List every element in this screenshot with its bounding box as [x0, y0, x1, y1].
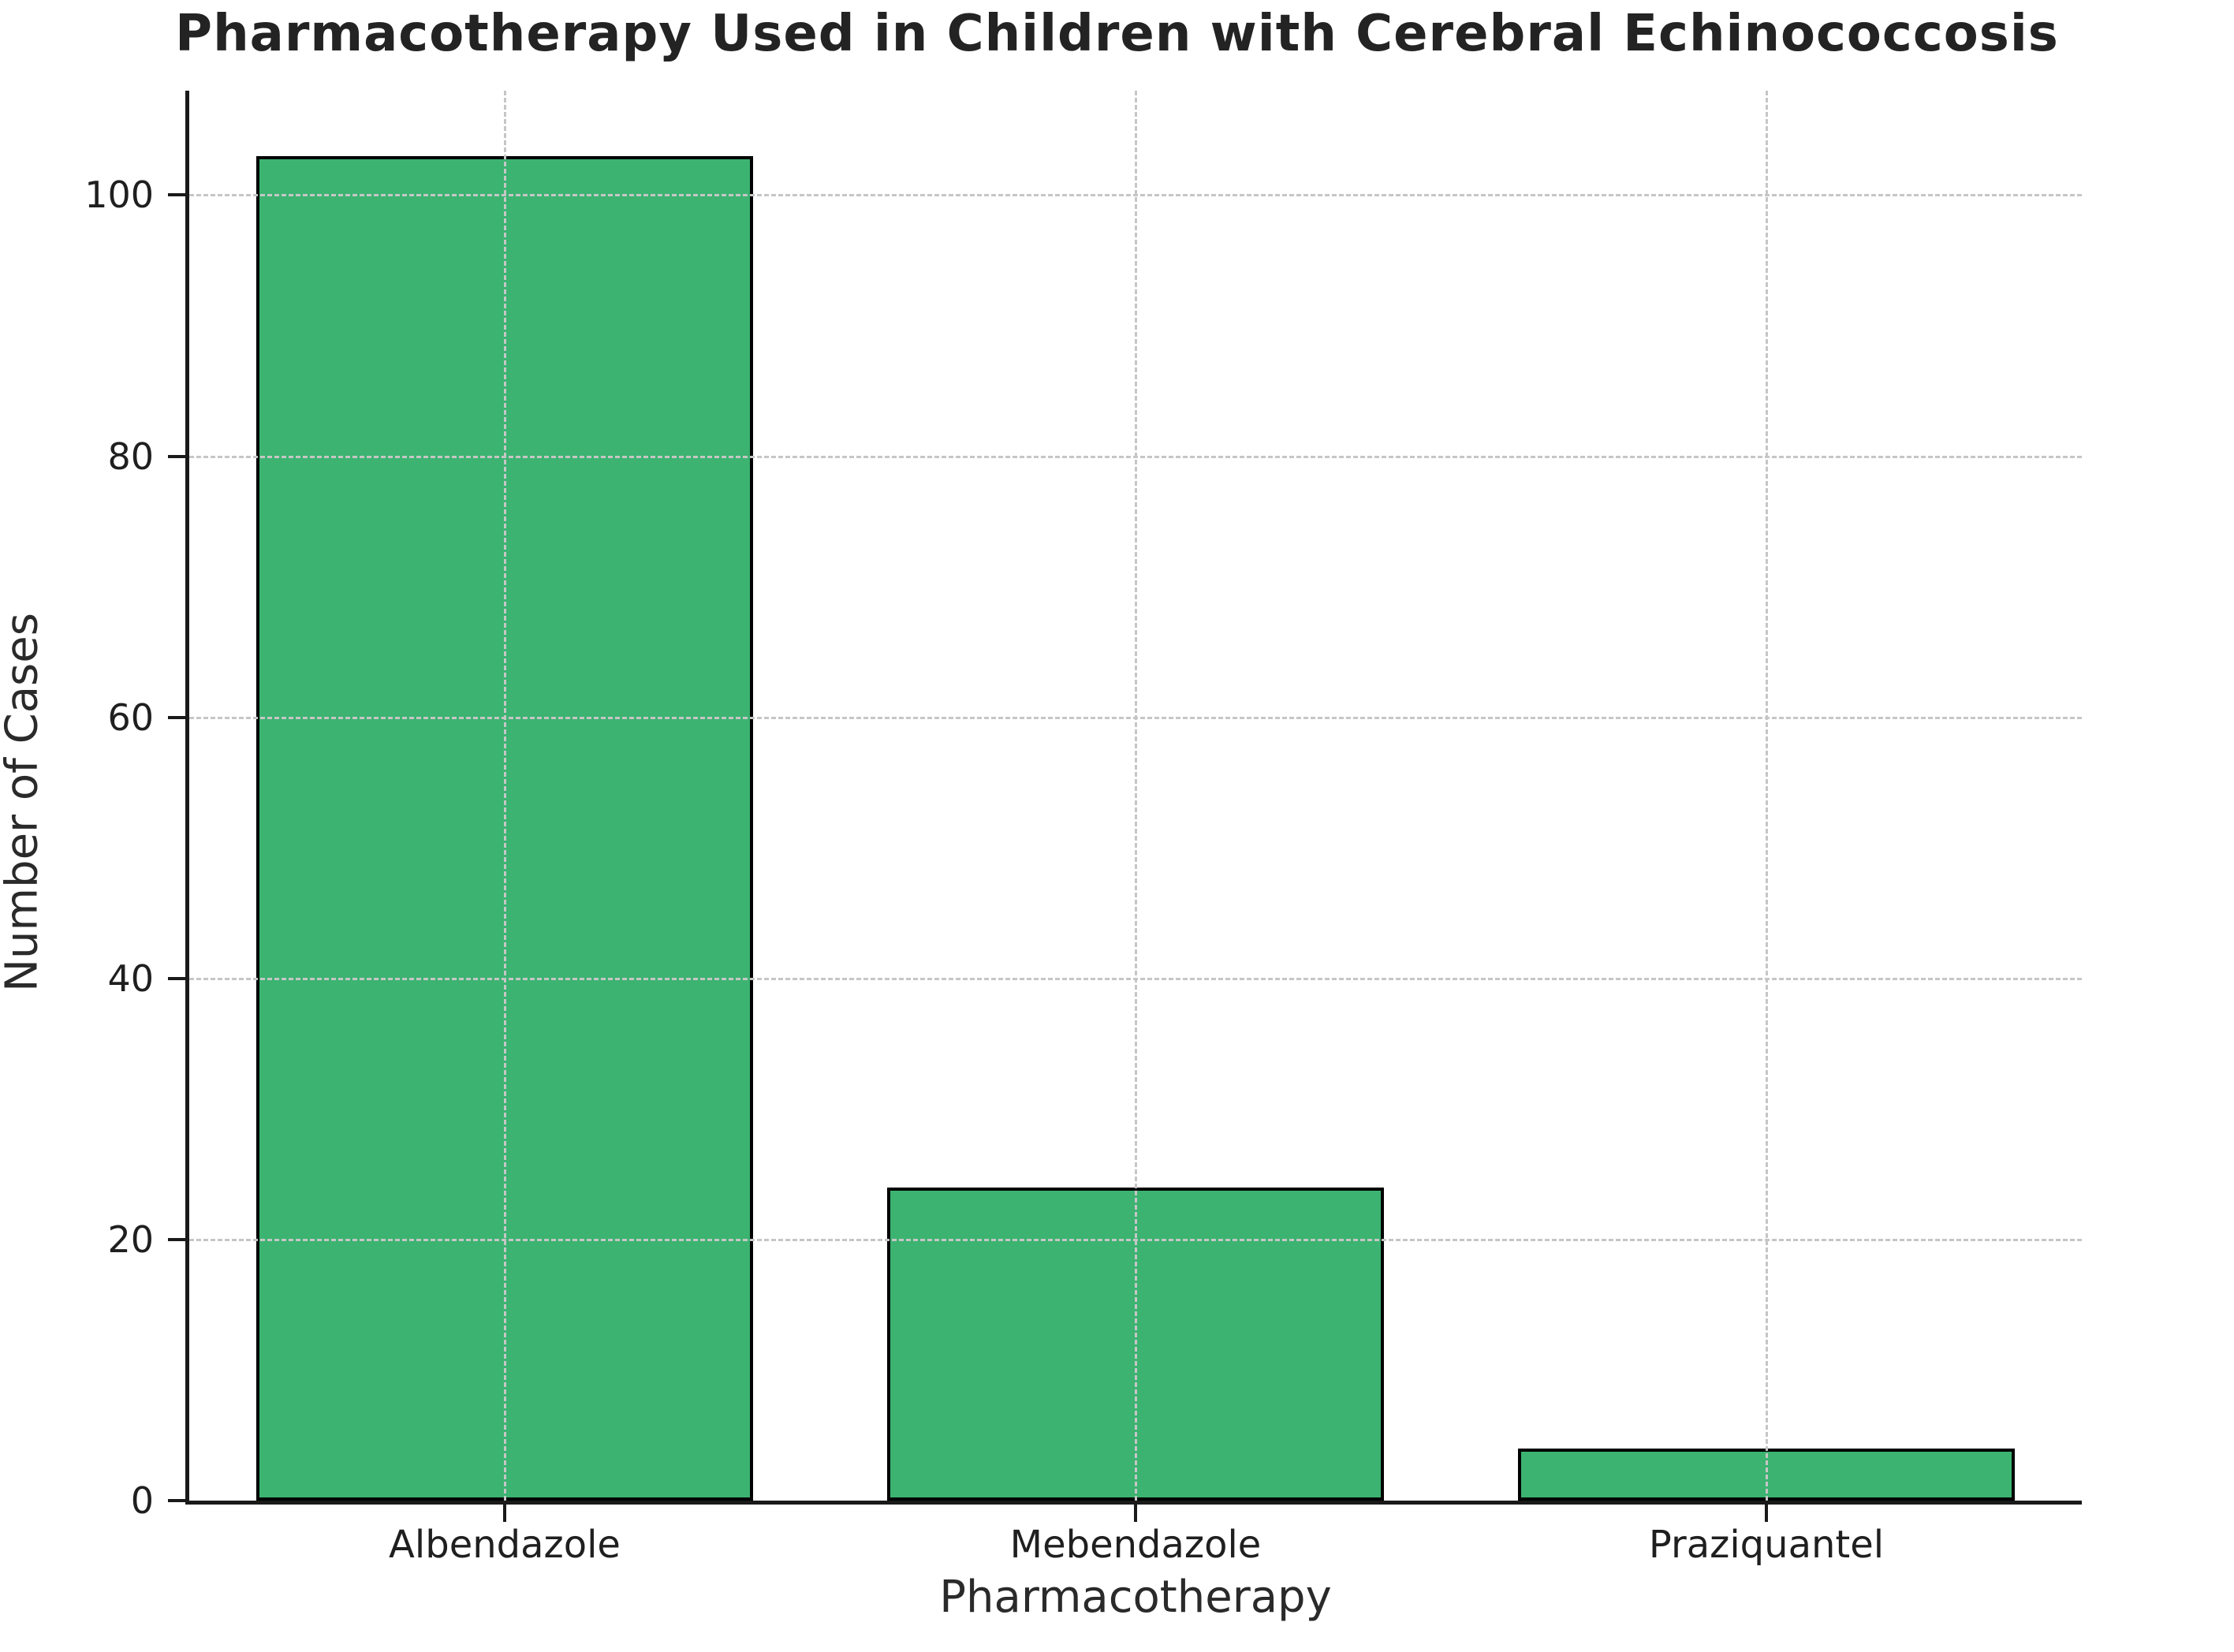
y-tick-label-40: 40 [107, 957, 154, 1000]
y-tick-label-0: 0 [130, 1479, 154, 1522]
y-tick-label-80: 80 [107, 434, 154, 478]
v-gridline-albendazole [504, 91, 506, 1501]
x-tick-label-mebendazole: Mebendazole [1009, 1523, 1262, 1567]
x-axis-spine [185, 1501, 2082, 1505]
y-axis-spine [185, 91, 189, 1505]
y-tick-label-60: 60 [107, 695, 154, 739]
chart-title: Pharmacotherapy Used in Children with Ce… [175, 5, 2059, 63]
x-axis-label: Pharmacotherapy [939, 1572, 1332, 1623]
x-tick-albendazole [503, 1505, 506, 1522]
x-tick-praziquantel [1765, 1505, 1768, 1522]
y-tick-40 [168, 976, 185, 980]
x-tick-label-albendazole: Albendazole [389, 1523, 621, 1567]
y-tick-100 [168, 193, 185, 197]
x-tick-label-praziquantel: Praziquantel [1648, 1523, 1885, 1567]
v-gridline-praziquantel [1766, 91, 1768, 1501]
y-tick-80 [168, 454, 185, 458]
y-tick-60 [168, 715, 185, 719]
y-tick-label-100: 100 [84, 173, 154, 217]
v-gridline-mebendazole [1135, 91, 1137, 1501]
x-tick-mebendazole [1134, 1505, 1137, 1522]
y-tick-20 [168, 1237, 185, 1241]
y-tick-label-20: 20 [107, 1218, 154, 1261]
y-axis-label: Number of Cases [0, 613, 48, 992]
y-tick-0 [168, 1499, 185, 1502]
